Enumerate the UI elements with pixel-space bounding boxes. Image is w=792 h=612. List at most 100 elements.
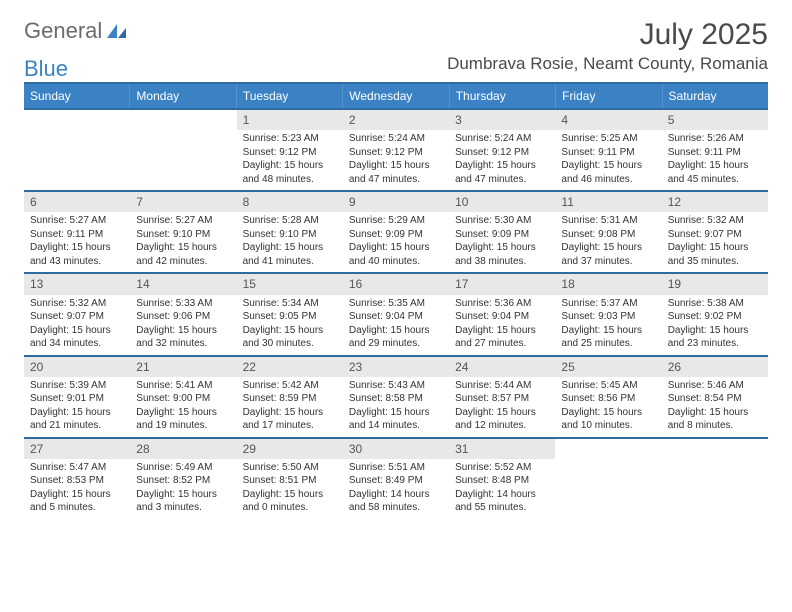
day-line: Sunrise: 5:50 AM (243, 461, 337, 475)
day-header-mon: Monday (130, 84, 236, 108)
day-line: Daylight: 15 hours (30, 324, 124, 338)
day-line: and 32 minutes. (136, 337, 230, 351)
day-number: 26 (662, 357, 768, 377)
day-number: 29 (237, 439, 343, 459)
day-body: Sunrise: 5:27 AMSunset: 9:11 PMDaylight:… (24, 212, 130, 272)
day-number: 18 (555, 274, 661, 294)
day-line: and 47 minutes. (349, 173, 443, 187)
week-row: 27Sunrise: 5:47 AMSunset: 8:53 PMDayligh… (24, 437, 768, 519)
day-cell: 20Sunrise: 5:39 AMSunset: 9:01 PMDayligh… (24, 357, 130, 437)
day-line: Sunset: 9:08 PM (561, 228, 655, 242)
day-cell: 18Sunrise: 5:37 AMSunset: 9:03 PMDayligh… (555, 274, 661, 354)
day-cell: 6Sunrise: 5:27 AMSunset: 9:11 PMDaylight… (24, 192, 130, 272)
day-line: Sunrise: 5:45 AM (561, 379, 655, 393)
day-line: and 19 minutes. (136, 419, 230, 433)
day-line: Sunset: 9:05 PM (243, 310, 337, 324)
day-line: Sunset: 9:10 PM (243, 228, 337, 242)
day-cell: 21Sunrise: 5:41 AMSunset: 9:00 PMDayligh… (130, 357, 236, 437)
day-body: Sunrise: 5:42 AMSunset: 8:59 PMDaylight:… (237, 377, 343, 437)
day-number: 20 (24, 357, 130, 377)
day-line: Sunrise: 5:27 AM (30, 214, 124, 228)
day-line: and 5 minutes. (30, 501, 124, 515)
day-line: Daylight: 15 hours (455, 159, 549, 173)
day-line: Daylight: 15 hours (561, 324, 655, 338)
day-number: 31 (449, 439, 555, 459)
day-line: and 55 minutes. (455, 501, 549, 515)
day-line: Daylight: 15 hours (668, 159, 762, 173)
day-body: Sunrise: 5:35 AMSunset: 9:04 PMDaylight:… (343, 295, 449, 355)
day-cell: 8Sunrise: 5:28 AMSunset: 9:10 PMDaylight… (237, 192, 343, 272)
day-cell (662, 439, 768, 519)
day-cell: 29Sunrise: 5:50 AMSunset: 8:51 PMDayligh… (237, 439, 343, 519)
day-line: Daylight: 15 hours (243, 406, 337, 420)
day-number: 25 (555, 357, 661, 377)
day-number: 5 (662, 110, 768, 130)
day-cell: 7Sunrise: 5:27 AMSunset: 9:10 PMDaylight… (130, 192, 236, 272)
day-line: Daylight: 15 hours (243, 241, 337, 255)
day-body: Sunrise: 5:49 AMSunset: 8:52 PMDaylight:… (130, 459, 236, 519)
day-line: and 34 minutes. (30, 337, 124, 351)
day-body: Sunrise: 5:34 AMSunset: 9:05 PMDaylight:… (237, 295, 343, 355)
day-line: Sunrise: 5:23 AM (243, 132, 337, 146)
day-line: Daylight: 15 hours (561, 159, 655, 173)
day-line: Daylight: 14 hours (349, 488, 443, 502)
day-line: and 41 minutes. (243, 255, 337, 269)
day-cell: 4Sunrise: 5:25 AMSunset: 9:11 PMDaylight… (555, 110, 661, 190)
day-line: Daylight: 15 hours (668, 241, 762, 255)
day-line: and 23 minutes. (668, 337, 762, 351)
day-number: 21 (130, 357, 236, 377)
day-body: Sunrise: 5:23 AMSunset: 9:12 PMDaylight:… (237, 130, 343, 190)
day-line: Daylight: 15 hours (349, 241, 443, 255)
day-cell: 12Sunrise: 5:32 AMSunset: 9:07 PMDayligh… (662, 192, 768, 272)
day-line: Daylight: 15 hours (136, 488, 230, 502)
day-number: 7 (130, 192, 236, 212)
week-row: 6Sunrise: 5:27 AMSunset: 9:11 PMDaylight… (24, 190, 768, 272)
day-number: 15 (237, 274, 343, 294)
day-line: and 25 minutes. (561, 337, 655, 351)
day-line: and 12 minutes. (455, 419, 549, 433)
day-body: Sunrise: 5:30 AMSunset: 9:09 PMDaylight:… (449, 212, 555, 272)
day-line: Sunset: 9:03 PM (561, 310, 655, 324)
day-cell (555, 439, 661, 519)
day-line: and 10 minutes. (561, 419, 655, 433)
day-body: Sunrise: 5:31 AMSunset: 9:08 PMDaylight:… (555, 212, 661, 272)
day-cell: 27Sunrise: 5:47 AMSunset: 8:53 PMDayligh… (24, 439, 130, 519)
day-cell: 30Sunrise: 5:51 AMSunset: 8:49 PMDayligh… (343, 439, 449, 519)
day-line: Sunrise: 5:24 AM (455, 132, 549, 146)
day-line: and 40 minutes. (349, 255, 443, 269)
day-body: Sunrise: 5:24 AMSunset: 9:12 PMDaylight:… (449, 130, 555, 190)
day-number: 28 (130, 439, 236, 459)
day-line: Sunrise: 5:31 AM (561, 214, 655, 228)
day-line: Sunrise: 5:25 AM (561, 132, 655, 146)
logo-sail-icon (106, 22, 128, 40)
day-cell: 25Sunrise: 5:45 AMSunset: 8:56 PMDayligh… (555, 357, 661, 437)
day-line: Daylight: 15 hours (349, 159, 443, 173)
day-line: Sunset: 9:07 PM (30, 310, 124, 324)
day-line: Sunrise: 5:29 AM (349, 214, 443, 228)
day-line: Sunset: 9:10 PM (136, 228, 230, 242)
day-cell: 28Sunrise: 5:49 AMSunset: 8:52 PMDayligh… (130, 439, 236, 519)
day-number: 2 (343, 110, 449, 130)
day-line: Sunrise: 5:32 AM (668, 214, 762, 228)
day-cell: 13Sunrise: 5:32 AMSunset: 9:07 PMDayligh… (24, 274, 130, 354)
day-body: Sunrise: 5:39 AMSunset: 9:01 PMDaylight:… (24, 377, 130, 437)
day-line: Sunset: 8:49 PM (349, 474, 443, 488)
day-line: Daylight: 15 hours (243, 159, 337, 173)
day-line: and 45 minutes. (668, 173, 762, 187)
day-line: Sunset: 8:54 PM (668, 392, 762, 406)
day-line: Daylight: 15 hours (349, 406, 443, 420)
day-body: Sunrise: 5:41 AMSunset: 9:00 PMDaylight:… (130, 377, 236, 437)
day-line: Sunset: 9:11 PM (561, 146, 655, 160)
day-number: 17 (449, 274, 555, 294)
day-cell: 19Sunrise: 5:38 AMSunset: 9:02 PMDayligh… (662, 274, 768, 354)
day-line: Sunrise: 5:27 AM (136, 214, 230, 228)
day-body: Sunrise: 5:29 AMSunset: 9:09 PMDaylight:… (343, 212, 449, 272)
day-line: Sunrise: 5:36 AM (455, 297, 549, 311)
day-body: Sunrise: 5:37 AMSunset: 9:03 PMDaylight:… (555, 295, 661, 355)
day-line: Daylight: 14 hours (455, 488, 549, 502)
day-line: Daylight: 15 hours (455, 241, 549, 255)
logo-word1: General (24, 18, 102, 44)
day-line: Sunset: 8:51 PM (243, 474, 337, 488)
day-line: Sunrise: 5:26 AM (668, 132, 762, 146)
day-body: Sunrise: 5:36 AMSunset: 9:04 PMDaylight:… (449, 295, 555, 355)
